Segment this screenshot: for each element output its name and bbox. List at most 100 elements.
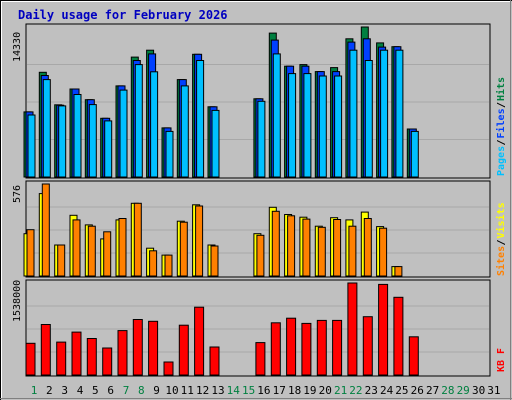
day-label-8: 8	[138, 384, 145, 397]
hits-bar-pages-day-11	[180, 85, 189, 178]
day-label-13: 13	[211, 384, 224, 397]
kbytes-legend-kb-f: KB F	[496, 348, 507, 372]
hits-legend-pages: Pages	[496, 146, 507, 176]
kbytes-bar-kb-f-day-10	[163, 361, 174, 376]
hits-bar-pages-day-7	[119, 89, 128, 178]
visits-bar-sites-day-17	[271, 210, 280, 277]
visits-bar-sites-day-13	[210, 245, 219, 277]
hits-bar-pages-day-24	[380, 49, 389, 178]
visits-bar-sites-day-2	[41, 183, 50, 277]
kbytes-bar-kb-f-day-2	[40, 324, 51, 376]
day-label-28: 28	[441, 384, 454, 397]
kbytes-bar-kb-f-day-17	[270, 322, 281, 376]
hits-bar-pages-day-2	[42, 79, 51, 178]
visits-bar-sites-day-18	[287, 215, 296, 277]
day-label-24: 24	[380, 384, 394, 397]
visits-bar-sites-day-19	[302, 218, 311, 277]
hits-bar-pages-day-18	[288, 73, 297, 178]
kbytes-bar-kb-f-day-11	[178, 324, 189, 376]
kbytes-bar-kb-f-day-20	[316, 319, 327, 376]
day-label-16: 16	[257, 384, 270, 397]
kbytes-bar-kb-f-day-18	[286, 317, 297, 376]
bars	[23, 26, 419, 376]
hits-bar-pages-day-25	[395, 49, 404, 178]
day-label-10: 10	[165, 384, 178, 397]
visits-bar-sites-day-7	[118, 218, 127, 277]
hits-legend-separator: /	[496, 139, 507, 145]
hits-legend-files: Files	[495, 108, 507, 138]
visits-bar-sites-day-22	[348, 225, 357, 277]
hits-bar-pages-day-20	[318, 75, 327, 178]
visits-bar-sites-day-6	[103, 231, 112, 277]
day-label-6: 6	[107, 384, 114, 397]
kbytes-bar-kb-f-day-3	[56, 341, 67, 376]
visits-bar-sites-day-4	[72, 219, 81, 277]
day-label-23: 23	[365, 384, 378, 397]
visits-bar-sites-day-20	[317, 226, 326, 277]
hits-bar-pages-day-4	[73, 94, 82, 178]
day-label-21: 21	[334, 384, 347, 397]
day-label-17: 17	[273, 384, 286, 397]
kbytes-bar-kb-f-day-26	[408, 336, 419, 376]
hits-bar-pages-day-23	[364, 60, 373, 178]
hits-bar-pages-day-19	[303, 73, 312, 178]
day-label-20: 20	[319, 384, 332, 397]
day-label-27: 27	[426, 384, 439, 397]
hits-bar-pages-day-9	[150, 71, 159, 178]
kbytes-bar-kb-f-day-9	[148, 320, 159, 376]
visits-legend-sites: Sites	[495, 246, 507, 276]
kbytes-bar-kb-f-day-19	[301, 322, 312, 376]
visits-bar-sites-day-24	[379, 227, 388, 277]
hits-bar-pages-day-13	[211, 109, 220, 178]
hits-bar-pages-day-5	[88, 104, 97, 178]
hits-bar-pages-day-22	[349, 49, 358, 178]
kbytes-bar-kb-f-day-25	[393, 296, 404, 376]
kbytes-bar-kb-f-day-16	[255, 342, 266, 376]
hits-bar-pages-day-17	[272, 53, 281, 178]
day-label-3: 3	[61, 384, 68, 397]
chart-title: Daily usage for February 2026	[18, 8, 228, 22]
kbytes-bar-kb-f-day-21	[332, 319, 343, 376]
visits-y-max-label: 576	[12, 185, 23, 203]
kbytes-bar-kb-f-day-24	[378, 283, 389, 376]
day-label-14: 14	[227, 384, 241, 397]
day-label-19: 19	[303, 384, 316, 397]
visits-bar-sites-day-23	[363, 218, 372, 277]
kbytes-bar-kb-f-day-13	[209, 346, 220, 376]
hits-bar-pages-day-16	[257, 100, 266, 178]
hits-bar-pages-day-10	[165, 130, 174, 178]
hits-bar-pages-day-6	[104, 120, 113, 178]
day-label-1: 1	[31, 384, 38, 397]
day-label-9: 9	[153, 384, 160, 397]
day-label-29: 29	[457, 384, 470, 397]
day-label-25: 25	[395, 384, 408, 397]
visits-bar-sites-day-12	[195, 205, 204, 277]
visits-bar-sites-day-11	[179, 221, 188, 277]
kbytes-bar-kb-f-day-5	[86, 338, 97, 376]
day-label-7: 7	[123, 384, 130, 397]
kbytes-bar-kb-f-day-22	[347, 282, 358, 376]
visits-bar-sites-day-21	[333, 219, 342, 277]
visits-bar-sites-day-5	[87, 225, 96, 277]
day-label-15: 15	[242, 384, 255, 397]
day-label-30: 30	[472, 384, 485, 397]
day-label-4: 4	[77, 384, 84, 397]
day-label-12: 12	[196, 384, 209, 397]
visits-bar-sites-day-16	[256, 234, 265, 277]
kbytes-bar-kb-f-day-6	[102, 347, 113, 376]
day-label-26: 26	[411, 384, 424, 397]
day-label-31: 31	[487, 384, 500, 397]
hits-legend-separator: /	[496, 102, 507, 108]
visits-bar-sites-day-25	[394, 266, 403, 277]
visits-bar-sites-day-10	[164, 254, 173, 277]
kbytes-bar-kb-f-day-4	[71, 331, 82, 376]
hits-bar-pages-day-8	[134, 64, 143, 178]
kbytes-bar-kb-f-day-23	[362, 316, 373, 376]
day-label-2: 2	[46, 384, 53, 397]
visits-bar-sites-day-3	[57, 244, 66, 277]
day-label-22: 22	[349, 384, 362, 397]
kbytes-bar-kb-f-day-12	[194, 306, 205, 376]
hits-bar-pages-day-26	[410, 130, 419, 178]
